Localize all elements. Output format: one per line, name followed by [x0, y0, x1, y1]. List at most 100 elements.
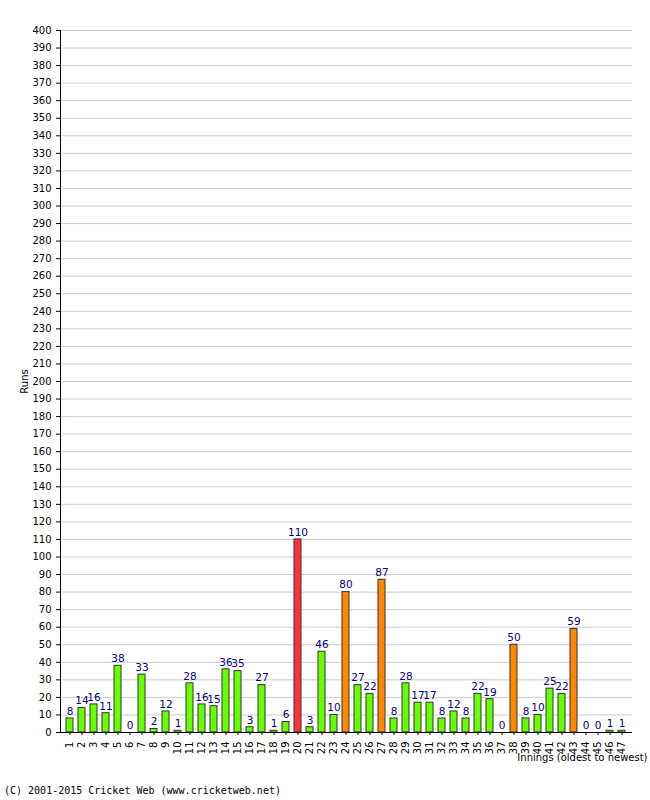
- svg-text:14: 14: [220, 742, 231, 755]
- svg-text:60: 60: [39, 621, 52, 632]
- svg-text:150: 150: [32, 463, 51, 474]
- svg-text:35: 35: [472, 742, 483, 755]
- svg-text:24: 24: [340, 742, 351, 755]
- svg-text:19: 19: [280, 742, 291, 755]
- svg-text:31: 31: [424, 742, 435, 755]
- svg-text:240: 240: [32, 306, 51, 317]
- svg-text:400: 400: [32, 25, 51, 36]
- svg-text:80: 80: [339, 578, 352, 590]
- svg-text:11: 11: [99, 700, 112, 712]
- svg-text:15: 15: [207, 693, 220, 705]
- svg-text:390: 390: [32, 42, 51, 53]
- svg-text:28: 28: [183, 670, 196, 682]
- svg-text:Innings (oldest to newest): Innings (oldest to newest): [517, 752, 647, 763]
- svg-text:12: 12: [196, 742, 207, 755]
- svg-text:1: 1: [175, 717, 182, 729]
- svg-text:35: 35: [231, 657, 244, 669]
- svg-text:11: 11: [184, 742, 195, 755]
- svg-text:6: 6: [124, 742, 135, 748]
- svg-text:22: 22: [316, 742, 327, 755]
- svg-text:3: 3: [88, 742, 99, 748]
- svg-text:12: 12: [159, 698, 172, 710]
- svg-text:120: 120: [32, 516, 51, 527]
- svg-text:3: 3: [247, 714, 254, 726]
- svg-text:36: 36: [484, 742, 495, 755]
- svg-text:50: 50: [39, 639, 52, 650]
- svg-text:360: 360: [32, 95, 51, 106]
- svg-text:19: 19: [483, 686, 496, 698]
- svg-text:280: 280: [32, 235, 51, 246]
- svg-text:22: 22: [555, 680, 568, 692]
- svg-text:170: 170: [32, 428, 51, 439]
- svg-text:270: 270: [32, 253, 51, 264]
- svg-text:1: 1: [619, 717, 626, 729]
- svg-text:330: 330: [32, 148, 51, 159]
- svg-text:6: 6: [283, 708, 290, 720]
- svg-text:4: 4: [100, 742, 111, 748]
- svg-text:110: 110: [32, 534, 51, 545]
- svg-text:8: 8: [148, 742, 159, 748]
- svg-text:260: 260: [32, 270, 51, 281]
- svg-text:3: 3: [307, 714, 314, 726]
- svg-text:320: 320: [32, 165, 51, 176]
- svg-text:5: 5: [112, 742, 123, 748]
- svg-text:0: 0: [499, 719, 506, 731]
- svg-text:40: 40: [39, 657, 52, 668]
- svg-text:30: 30: [39, 674, 52, 685]
- svg-text:16: 16: [244, 742, 255, 755]
- svg-text:380: 380: [32, 60, 51, 71]
- svg-text:2: 2: [151, 715, 158, 727]
- svg-text:350: 350: [32, 112, 51, 123]
- svg-text:8: 8: [463, 705, 470, 717]
- svg-text:87: 87: [375, 566, 388, 578]
- svg-text:18: 18: [268, 742, 279, 755]
- svg-text:33: 33: [135, 661, 148, 673]
- svg-text:8: 8: [391, 705, 398, 717]
- svg-text:46: 46: [315, 638, 329, 650]
- svg-text:9: 9: [160, 742, 171, 748]
- svg-text:90: 90: [39, 569, 52, 580]
- svg-text:1: 1: [64, 742, 75, 748]
- svg-text:140: 140: [32, 481, 51, 492]
- svg-text:340: 340: [32, 130, 51, 141]
- svg-text:23: 23: [328, 742, 339, 755]
- svg-text:290: 290: [32, 218, 51, 229]
- svg-text:10: 10: [172, 742, 183, 755]
- svg-text:0: 0: [45, 727, 51, 738]
- svg-text:27: 27: [376, 742, 387, 755]
- svg-text:190: 190: [32, 393, 51, 404]
- svg-text:28: 28: [388, 742, 399, 755]
- svg-text:15: 15: [232, 742, 243, 755]
- svg-text:21: 21: [304, 742, 315, 755]
- svg-text:10: 10: [327, 701, 340, 713]
- svg-text:27: 27: [255, 671, 268, 683]
- svg-text:370: 370: [32, 77, 51, 88]
- svg-text:160: 160: [32, 446, 51, 457]
- svg-text:100: 100: [32, 551, 51, 562]
- svg-text:22: 22: [363, 680, 376, 692]
- svg-text:8: 8: [523, 705, 530, 717]
- svg-text:110: 110: [288, 526, 308, 538]
- svg-text:59: 59: [567, 615, 580, 627]
- svg-text:220: 220: [32, 341, 51, 352]
- svg-text:210: 210: [32, 358, 51, 369]
- svg-text:200: 200: [32, 376, 51, 387]
- svg-text:70: 70: [39, 604, 52, 615]
- svg-text:0: 0: [583, 719, 590, 731]
- svg-text:17: 17: [256, 742, 267, 755]
- svg-text:33: 33: [448, 742, 459, 755]
- svg-text:230: 230: [32, 323, 51, 334]
- svg-text:32: 32: [436, 742, 447, 755]
- svg-text:8: 8: [439, 705, 446, 717]
- svg-text:10: 10: [531, 701, 544, 713]
- svg-text:180: 180: [32, 411, 51, 422]
- svg-text:38: 38: [111, 652, 124, 664]
- svg-text:26: 26: [364, 742, 375, 755]
- svg-text:250: 250: [32, 288, 51, 299]
- svg-text:37: 37: [496, 742, 507, 755]
- svg-text:Runs: Runs: [19, 369, 30, 393]
- svg-text:29: 29: [400, 742, 411, 755]
- svg-text:300: 300: [32, 200, 51, 211]
- svg-text:1: 1: [271, 717, 278, 729]
- svg-text:80: 80: [39, 586, 52, 597]
